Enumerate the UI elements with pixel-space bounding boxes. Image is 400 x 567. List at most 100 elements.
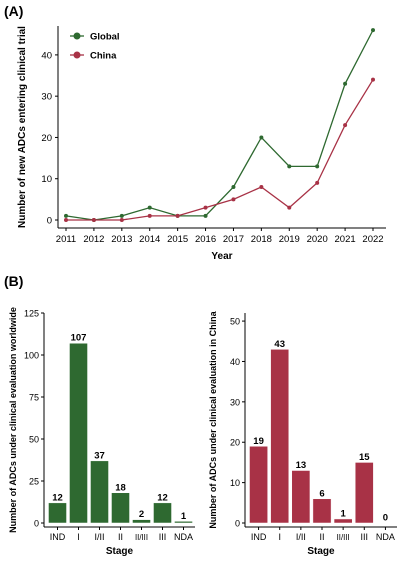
- bar: [90, 460, 109, 524]
- data-point-china: [91, 218, 96, 222]
- y-tick-label: 10: [230, 478, 240, 488]
- x-tick-label: 2013: [111, 234, 132, 245]
- bar-value-label: 12: [157, 492, 168, 503]
- bar-value-label: 13: [296, 460, 307, 471]
- y-tick-label: 0: [34, 519, 39, 529]
- bar-value-label: 15: [359, 452, 370, 463]
- bar: [333, 518, 353, 524]
- bar: [291, 470, 311, 524]
- bar: [132, 519, 151, 524]
- data-point-global: [231, 184, 236, 189]
- bar-value-label: 43: [274, 339, 285, 350]
- x-tick-label: NDA: [174, 532, 193, 542]
- x-tick-label: I/II: [296, 532, 306, 542]
- bar-value-label: 1: [181, 511, 187, 522]
- line-chart: 0 10 20 30 40 2011 2012 2013 2014 2015 2016 2017 201…: [17, 26, 386, 262]
- data-point-china: [343, 123, 348, 128]
- data-point-china: [119, 218, 124, 222]
- y-axis-title: Number of ADCs under clinical evaluation…: [208, 310, 218, 528]
- x-tick-label: 2011: [56, 234, 76, 245]
- data-point-global: [343, 81, 348, 86]
- x-tick-label: 2012: [83, 234, 104, 245]
- series-line-global: [65, 29, 374, 221]
- bar: [153, 502, 172, 524]
- x-tick-label: 2019: [279, 234, 300, 245]
- bar-value-label: 19: [253, 436, 264, 447]
- y-tick-label: 20: [230, 438, 240, 448]
- y-tick-label: 40: [230, 357, 240, 367]
- y-tick-label: 0: [235, 519, 240, 529]
- data-point-global: [203, 213, 208, 218]
- data-point-global: [287, 164, 292, 169]
- bar: [174, 521, 193, 524]
- x-tick-label: I: [77, 532, 80, 542]
- bar-value-label: 37: [94, 450, 105, 461]
- x-tick-label: 2017: [223, 234, 244, 245]
- data-point-global: [147, 205, 152, 210]
- data-point-china: [203, 205, 208, 210]
- x-axis-title: Stage: [307, 546, 335, 557]
- x-tick-label: 2015: [167, 234, 188, 245]
- bar-chart-worldwide: 0 25 50 75 100 125 12 IND 107 I 37 I/II 18 II 2 II/III 1…: [8, 307, 195, 557]
- x-tick-label: II: [118, 532, 123, 542]
- x-tick-label: 2022: [362, 234, 383, 245]
- y-tick-label: 30: [41, 92, 52, 103]
- bar-value-label: 12: [52, 492, 63, 503]
- bar: [69, 342, 88, 524]
- data-point-global: [315, 164, 320, 169]
- y-tick-label: 10: [41, 174, 52, 185]
- x-tick-label: 2021: [335, 234, 356, 245]
- y-tick-label: 50: [29, 435, 39, 445]
- bar: [354, 462, 374, 524]
- x-tick-label: III: [159, 532, 167, 542]
- x-tick-label: I/II: [94, 532, 104, 542]
- y-tick-label: 125: [24, 309, 39, 319]
- data-point-china: [371, 77, 375, 82]
- bar-value-label: 6: [319, 488, 324, 499]
- data-point-global: [119, 213, 124, 218]
- data-point-china: [231, 197, 236, 202]
- y-tick-label: 20: [41, 133, 52, 144]
- bar-value-label: 1: [340, 508, 346, 519]
- bar: [249, 446, 268, 524]
- panel-a-label: (A): [4, 3, 23, 19]
- x-tick-label: I: [278, 532, 281, 542]
- x-tick-label: II/III: [135, 533, 148, 542]
- legend-label-global: Global: [90, 32, 120, 43]
- data-point-china: [147, 213, 152, 218]
- data-point-global: [64, 213, 68, 218]
- y-tick-label: 25: [29, 477, 39, 487]
- x-tick-label: IND: [50, 532, 66, 542]
- bar: [312, 498, 332, 524]
- series-line-china: [66, 79, 374, 221]
- legend-marker: [73, 51, 81, 59]
- x-axis-title: Stage: [106, 546, 134, 557]
- y-axis-title: Number of ADCs under clinical evaluation…: [8, 307, 18, 533]
- y-tick-label: 50: [230, 317, 240, 327]
- bar-chart-china: 0 10 20 30 40 50 19 IND 43 I 13 I/II 6 II 1 II/III 15 III…: [208, 310, 397, 557]
- y-tick-label: 100: [24, 351, 39, 361]
- x-tick-label: II/III: [337, 533, 350, 542]
- legend-marker: [73, 32, 81, 40]
- y-tick-label: 40: [41, 50, 52, 61]
- y-tick-label: 75: [29, 393, 39, 403]
- data-point-global: [371, 28, 375, 33]
- y-tick-label: 0: [47, 216, 52, 227]
- x-tick-label: 2014: [139, 234, 160, 245]
- data-point-china: [64, 218, 68, 222]
- x-tick-label: 2018: [251, 234, 272, 245]
- panel-b-label: (B): [4, 273, 23, 289]
- bar: [48, 502, 67, 524]
- x-tick-label: 2016: [195, 234, 216, 245]
- data-point-global: [259, 135, 264, 140]
- data-point-china: [175, 213, 180, 218]
- bar-value-label: 18: [115, 482, 126, 493]
- x-axis-title: Year: [211, 251, 232, 262]
- bar-value-label: 2: [139, 509, 144, 520]
- bar-value-label: 107: [71, 333, 87, 344]
- bar: [111, 492, 130, 524]
- y-tick-label: 30: [230, 397, 240, 407]
- data-point-china: [315, 180, 320, 185]
